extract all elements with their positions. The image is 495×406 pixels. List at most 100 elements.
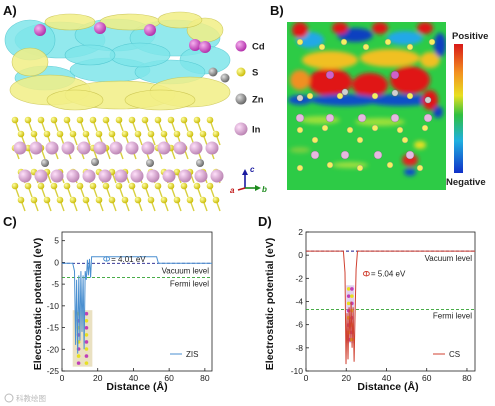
s-atom	[154, 116, 162, 124]
s-atom	[17, 130, 25, 138]
in-atom	[189, 141, 203, 155]
yellow-isosurface	[157, 11, 203, 29]
yellow-isosurface	[11, 47, 49, 77]
s-atom	[160, 196, 168, 204]
watermark-logo-icon	[4, 393, 14, 403]
y-tick-label: -4	[295, 297, 303, 307]
inset-atom	[76, 361, 81, 365]
inset-atom	[84, 354, 89, 358]
s-atom	[141, 116, 149, 124]
y-tick-label: -10	[47, 301, 60, 311]
cd-atom	[144, 24, 156, 36]
s-atom	[24, 116, 32, 124]
inset-atom	[84, 361, 89, 365]
watermark: 科教绘图	[4, 393, 46, 403]
s-atom	[199, 196, 207, 204]
y-tick-label: 0	[298, 250, 303, 260]
s-atom	[147, 130, 155, 138]
cyan-isosurface	[64, 44, 116, 66]
y-tick-label: 2	[298, 227, 303, 237]
in-atom	[210, 169, 224, 183]
legend-s-label: S	[252, 68, 258, 79]
in-atom	[61, 141, 75, 155]
charge-blob	[434, 33, 446, 57]
s-atom	[167, 116, 175, 124]
charge-map-atoms	[295, 38, 436, 172]
in-atom	[18, 169, 32, 183]
s-atom	[167, 182, 175, 190]
zn-atom	[220, 73, 230, 83]
s-atom	[115, 182, 123, 190]
legend-cd-label: Cd	[252, 42, 265, 53]
in-atom	[178, 169, 192, 183]
charge-blob	[404, 168, 416, 176]
s-atom	[212, 196, 220, 204]
s-atom	[76, 116, 84, 124]
x-tick-label: 20	[342, 373, 352, 383]
legend-zn-label: Zn	[252, 95, 264, 106]
in-atom	[162, 169, 176, 183]
y-tick-label: 5	[54, 236, 59, 246]
yellow-isosurface	[124, 89, 196, 111]
s-atom	[212, 130, 220, 138]
s-atom	[199, 130, 207, 138]
c-axis-arrowhead	[242, 169, 248, 175]
map-in-atom	[390, 113, 400, 123]
in-atom	[141, 141, 155, 155]
in-atom	[157, 141, 171, 155]
map-s-atom	[384, 38, 392, 46]
vacuum-level-label: Vacuum level	[425, 254, 473, 263]
map-s-atom	[311, 136, 319, 144]
s-atom	[56, 196, 64, 204]
s-atom	[160, 130, 168, 138]
y-tick-label: -25	[47, 366, 60, 376]
map-in-atom	[325, 113, 335, 123]
charge-blob	[365, 94, 435, 106]
map-s-atom	[356, 136, 364, 144]
y-tick-label: -6	[295, 320, 303, 330]
charge-blob	[417, 22, 433, 34]
x-tick-label: 40	[382, 373, 392, 383]
series-line-cs	[306, 250, 475, 365]
x-tick-label: 20	[93, 373, 103, 383]
s-atom	[63, 182, 71, 190]
in-atom	[146, 169, 160, 183]
panel-a-structure: A) Cd S Zn In c	[3, 3, 267, 212]
map-s-atom	[306, 92, 314, 100]
s-atom	[173, 130, 181, 138]
in-atom	[93, 141, 107, 155]
legend-cd: Cd	[235, 40, 265, 53]
x-tick-label: 0	[60, 373, 65, 383]
map-s-atom	[362, 43, 370, 51]
map-s-atom	[406, 43, 414, 51]
zn-atom	[146, 159, 154, 167]
in-atom	[13, 141, 27, 155]
series-line-zis	[62, 256, 212, 354]
charge-blob	[420, 52, 440, 68]
s-atom	[82, 130, 90, 138]
inset-atom	[84, 311, 89, 316]
map-in-atom	[340, 150, 350, 160]
s-atom	[24, 144, 32, 152]
inset-atom	[84, 347, 89, 351]
map-s-atom	[318, 43, 326, 51]
c-axis-label: c	[250, 165, 255, 174]
s-atom	[173, 196, 181, 204]
in-atom	[114, 169, 128, 183]
s-atom	[76, 182, 84, 190]
s-atom	[50, 116, 58, 124]
map-s-atom	[386, 161, 394, 169]
charge-blob	[414, 141, 426, 149]
cd-atom	[189, 39, 201, 51]
x-tick-label: 60	[422, 373, 432, 383]
s-atom	[121, 130, 129, 138]
s-atom	[82, 196, 90, 204]
inset-atom	[346, 301, 351, 306]
colorbar-negative-label: Negative	[446, 177, 486, 188]
cd-atom	[199, 41, 211, 53]
s-atom	[102, 182, 110, 190]
x-tick-label: 80	[462, 373, 472, 383]
s-atom	[89, 116, 97, 124]
in-atom	[130, 169, 144, 183]
